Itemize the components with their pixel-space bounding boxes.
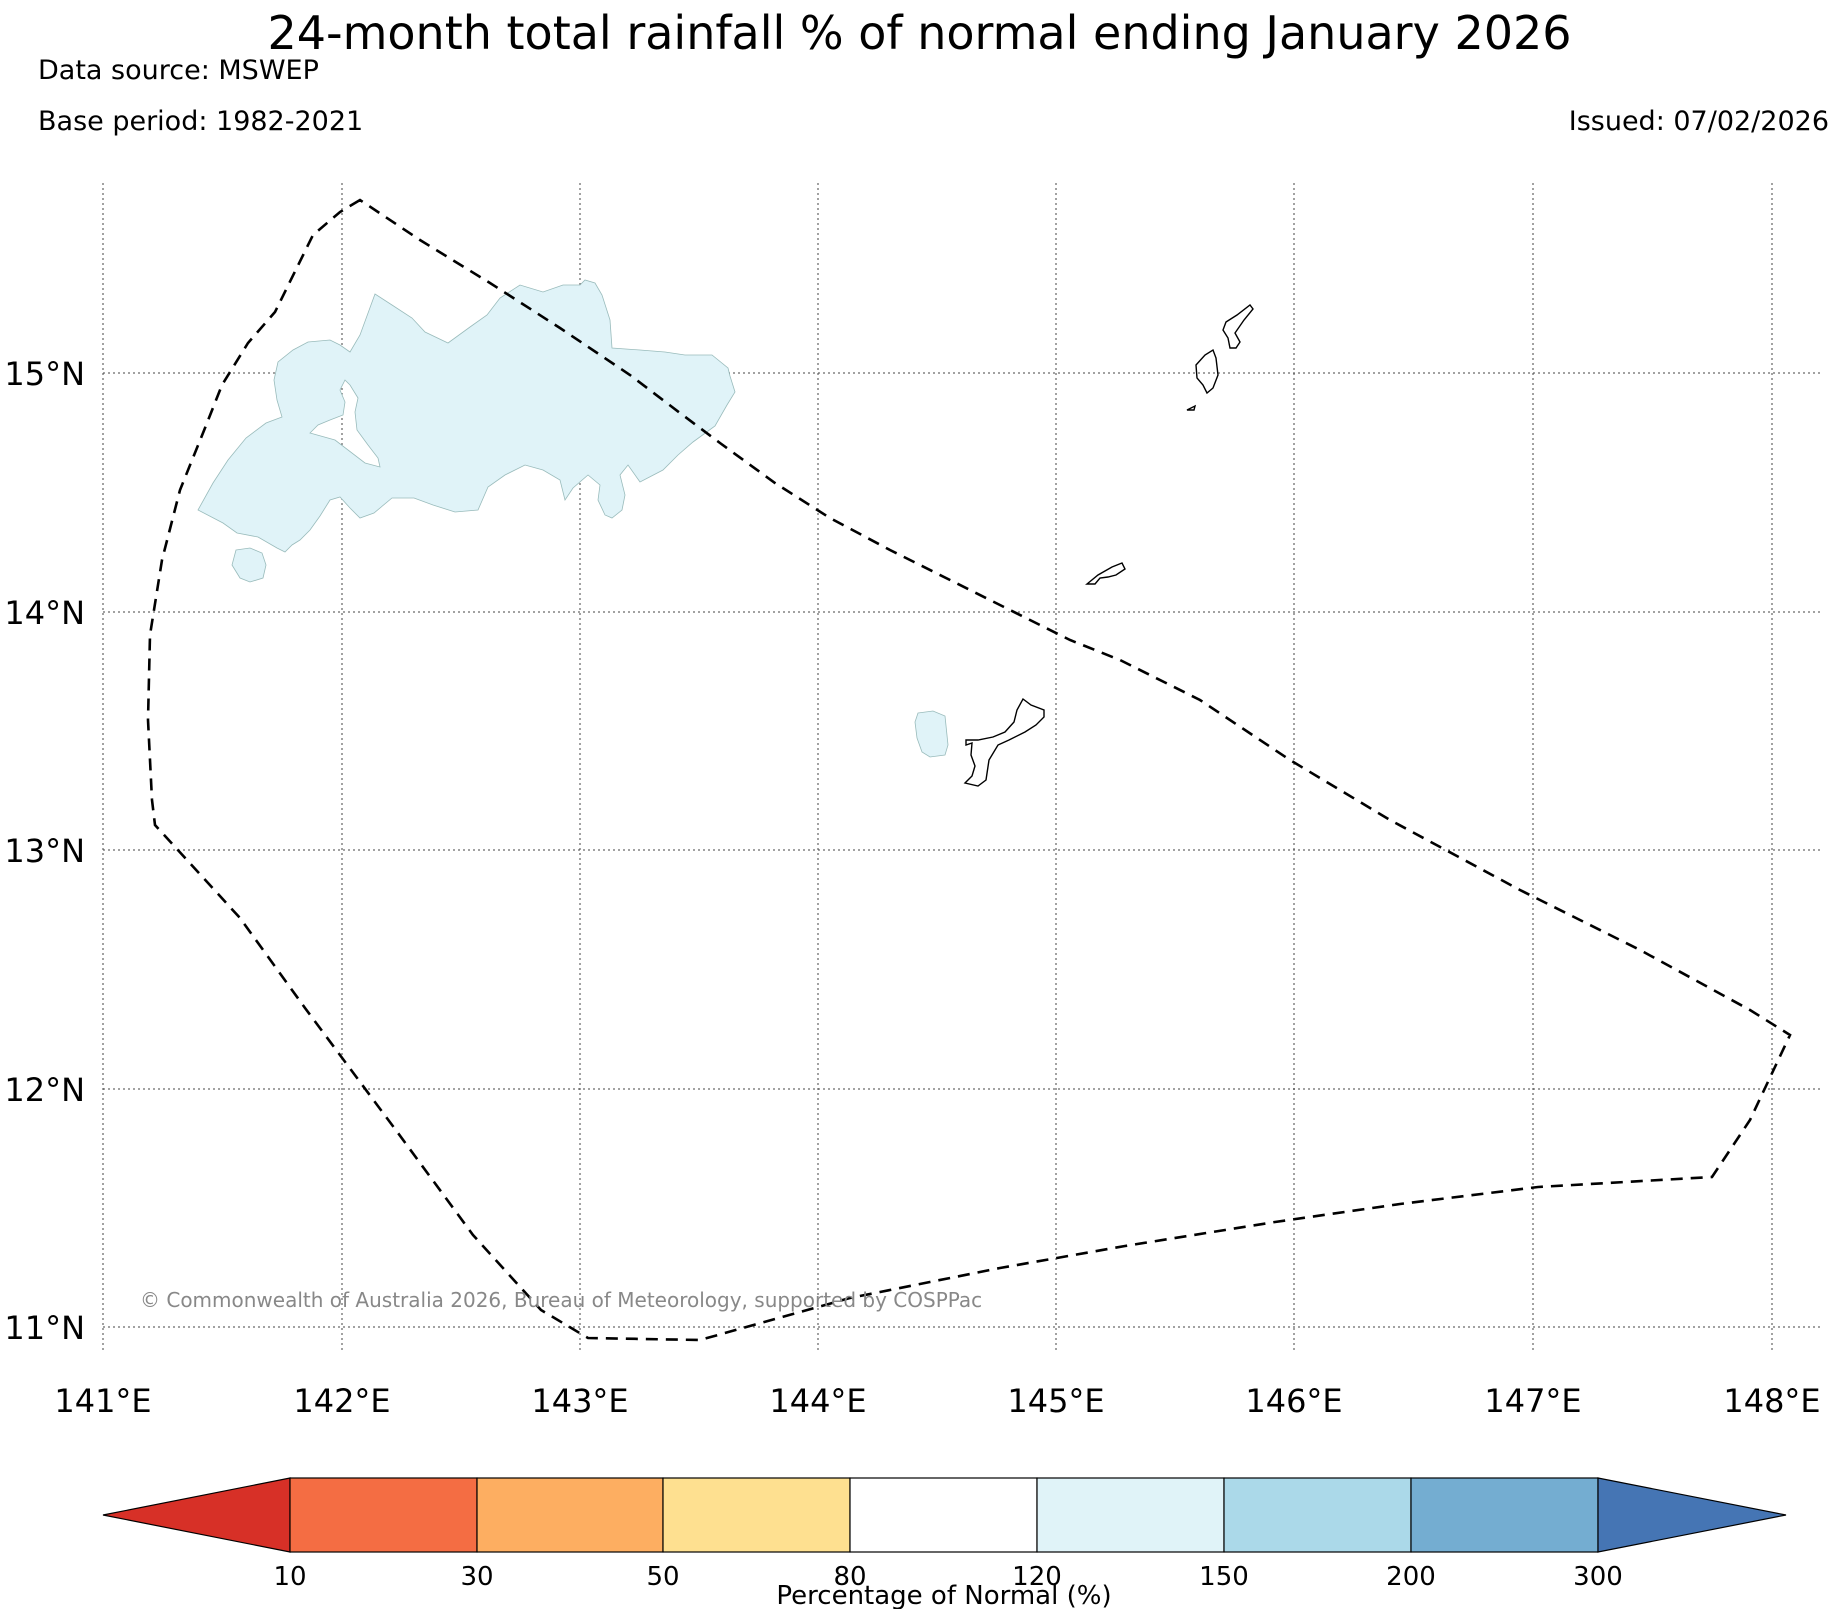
lon-tick-label-142: 142°E [293, 1382, 390, 1420]
rainfall-shading [197, 279, 949, 758]
island-aguijan [1186, 404, 1197, 411]
lon-tick-label-141: 141°E [54, 1382, 151, 1420]
colorbar-bin-30-50 [476, 1477, 664, 1553]
lat-tick-label-15: 15°N [4, 355, 85, 393]
colorbar-tick-200: 200 [1386, 1562, 1436, 1592]
colorbar-bin-80-120 [849, 1477, 1038, 1553]
lat-tick-labels: 15°N 14°N 13°N 12°N 11°N [4, 355, 85, 1347]
eez-boundary [146, 198, 1792, 1342]
colorbar-tick-120: 120 [1012, 1562, 1062, 1592]
colorbar-bin-10-30 [289, 1477, 478, 1553]
copyright-text: © Commonwealth of Australia 2026, Bureau… [140, 1288, 982, 1312]
island-outlines [963, 304, 1254, 787]
colorbar-tick-300: 300 [1573, 1562, 1623, 1592]
colorbar-extend-high [1597, 1477, 1787, 1553]
shaded-region-small-patch [231, 547, 267, 583]
data-source-label: Data source: MSWEP [38, 55, 319, 86]
lon-tick-label-146: 146°E [1245, 1382, 1342, 1420]
colorbar-bin-50-80 [662, 1477, 851, 1553]
lon-tick-label-143: 143°E [531, 1382, 628, 1420]
colorbar-tick-30: 30 [460, 1562, 493, 1592]
lon-tick-label-144: 144°E [769, 1382, 866, 1420]
colorbar-tick-labels: 10 30 50 80 120 150 200 300 [273, 1562, 1622, 1592]
lon-tick-label-145: 145°E [1007, 1382, 1104, 1420]
chart-title: 24-month total rainfall % of normal endi… [267, 6, 1572, 60]
colorbar-title: Percentage of Normal (%) [776, 1581, 1111, 1609]
shaded-region-north [197, 279, 736, 553]
island-guam [963, 697, 1045, 787]
island-rota-outline [1085, 562, 1126, 585]
lon-tick-labels: 141°E 142°E 143°E 144°E 145°E 146°E 147°… [54, 1382, 1820, 1420]
colorbar-bin-200-300 [1410, 1477, 1599, 1553]
colorbar [102, 1477, 1787, 1553]
colorbar-bin-120-150 [1036, 1477, 1225, 1553]
lon-tick-label-147: 147°E [1484, 1382, 1581, 1420]
lon-tick-label-148: 148°E [1723, 1382, 1820, 1420]
lat-tick-label-13: 13°N [4, 832, 85, 870]
colorbar-tick-80: 80 [833, 1562, 866, 1592]
lat-tick-label-14: 14°N [4, 594, 85, 632]
colorbar-tick-50: 50 [646, 1562, 679, 1592]
base-period-label: Base period: 1982-2021 [38, 106, 364, 137]
lat-tick-label-11: 11°N [4, 1309, 85, 1347]
shaded-region-rota [914, 710, 949, 758]
colorbar-tick-10: 10 [273, 1562, 306, 1592]
island-tinian [1195, 348, 1219, 395]
colorbar-bin-150-200 [1223, 1477, 1412, 1553]
issued-date-label: Issued: 07/02/2026 [1568, 106, 1829, 137]
island-saipan [1222, 304, 1254, 349]
lat-tick-label-12: 12°N [4, 1071, 85, 1109]
colorbar-extend-low [102, 1477, 291, 1553]
colorbar-tick-150: 150 [1199, 1562, 1249, 1592]
